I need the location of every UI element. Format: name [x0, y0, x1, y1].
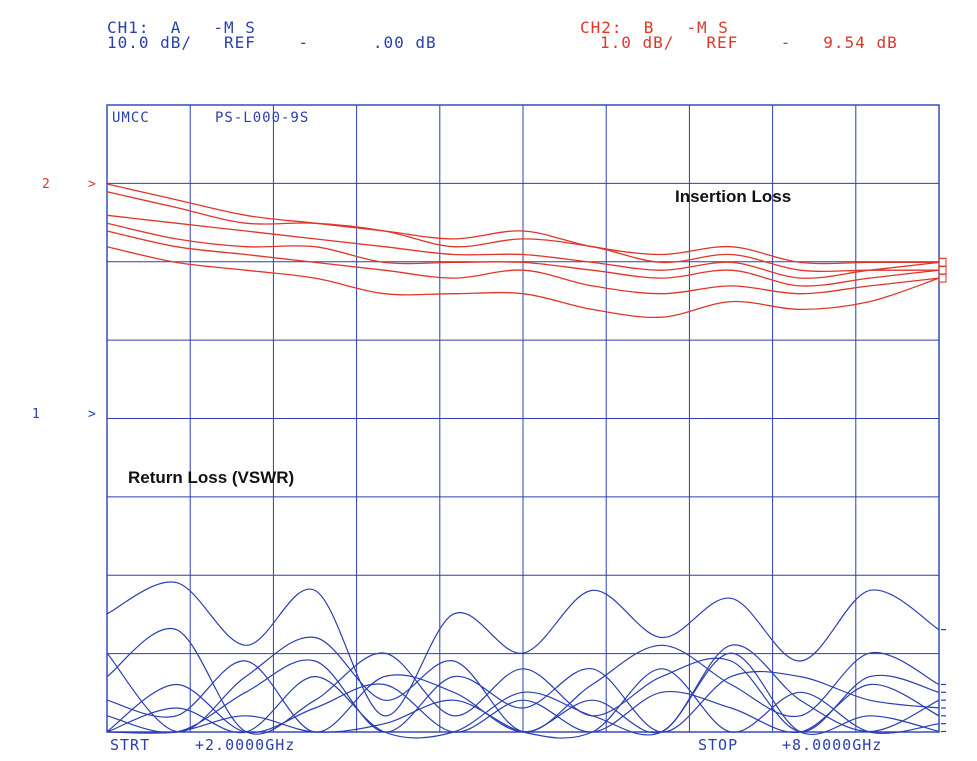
ch2-end-marker — [938, 273, 947, 283]
ch2-end-marker — [938, 265, 947, 275]
ch2-reference-number: 2 — [42, 177, 50, 192]
start-label: STRT — [110, 736, 151, 754]
ch1-trace-line — [106, 668, 940, 739]
ch1-header-line2: 10.0 dB/ REF - .00 dB — [107, 33, 437, 52]
plot-label-right: PS-L000-9S — [215, 110, 310, 126]
ch2-end-marker — [938, 273, 947, 283]
ch2-trace-line — [106, 183, 939, 265]
ch2-end-marker — [938, 265, 947, 275]
ch2-trace-line — [106, 222, 940, 287]
ch1-trace-line — [106, 581, 940, 717]
ch2-trace-line — [106, 246, 940, 319]
ch1-reference-arrow: > — [88, 407, 96, 422]
return-loss-annotation: Return Loss (VSWR) — [128, 468, 295, 487]
start-frequency: +2.0000GHz — [195, 736, 296, 754]
ch2-trace-line — [106, 191, 939, 273]
ch1-trace-line — [106, 652, 940, 739]
ch1-traces — [106, 581, 940, 739]
ch1-trace-line — [106, 659, 940, 734]
ch1-reference-number: 1 — [32, 407, 40, 422]
ch2-header-line1: CH2: B -M S — [580, 18, 729, 37]
plot-grid — [106, 104, 940, 733]
ch2-end-marker — [938, 257, 947, 267]
ch2-trace-line — [106, 214, 940, 279]
ch1-header-line1: CH1: A -M S — [107, 18, 256, 37]
plot-label-left: UMCC — [112, 110, 150, 126]
ch2-trace-line — [106, 230, 940, 295]
ch2-traces — [106, 183, 940, 319]
insertion-loss-annotation: Insertion Loss — [675, 187, 792, 206]
stop-frequency: +8.0000GHz — [782, 736, 883, 754]
trace-end-markers — [938, 257, 947, 733]
ch2-header-line2: 1.0 dB/ REF - 9.54 dB — [600, 33, 898, 52]
stop-label: STOP — [698, 736, 739, 754]
ch2-reference-arrow: > — [88, 177, 96, 192]
ch1-trace-line — [106, 636, 940, 733]
ch2-end-marker — [938, 257, 947, 267]
